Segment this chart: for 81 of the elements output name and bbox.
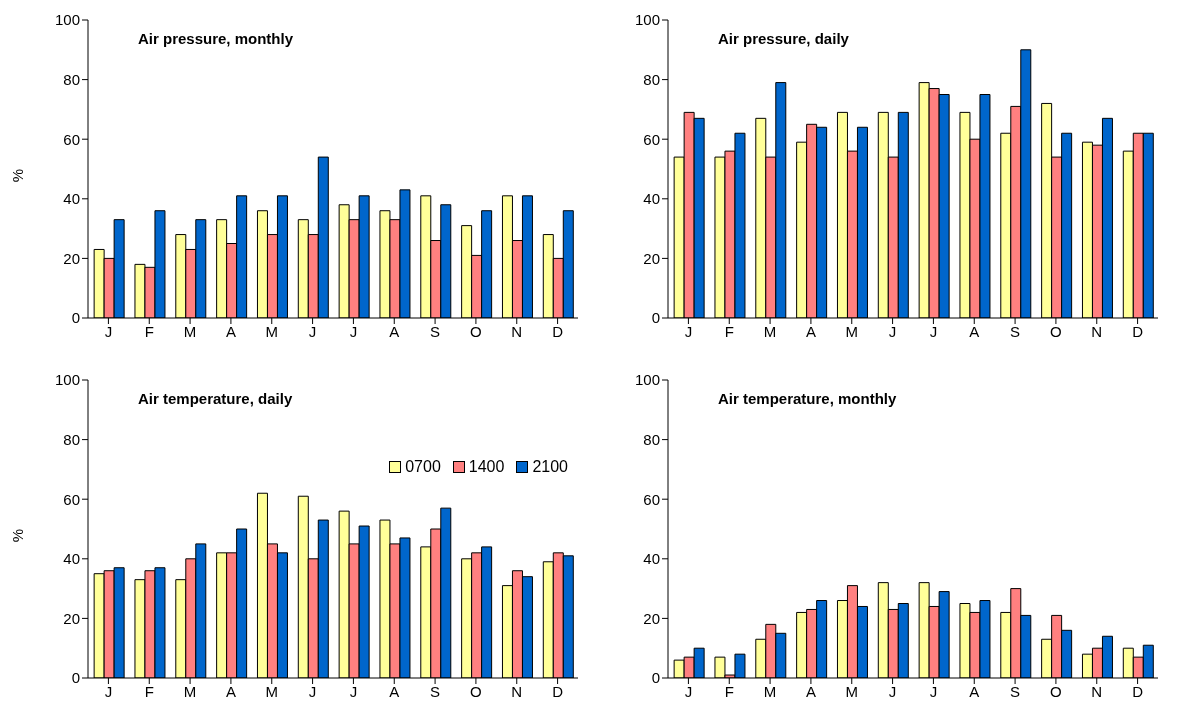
y-tick-label: 20 [643, 609, 660, 627]
x-tick-label: J [349, 682, 358, 700]
y-tick-label: 80 [643, 430, 660, 448]
x-tick-label: N [511, 322, 523, 340]
y-tick-label: 60 [643, 130, 660, 148]
y-tick-label: 100 [54, 371, 80, 389]
legend-label: 2100 [532, 458, 568, 476]
x-tick-label: O [470, 322, 482, 340]
x-tick-label: J [929, 682, 938, 700]
x-tick-label: D [552, 322, 564, 340]
x-tick-label: D [1132, 322, 1144, 340]
y-tick-label: 0 [651, 669, 660, 687]
x-tick-label: J [308, 322, 317, 340]
x-tick-label: M [763, 682, 777, 700]
x-tick-label: S [1010, 322, 1021, 340]
x-tick-label: J [684, 682, 693, 700]
y-tick-label: 40 [643, 550, 660, 568]
x-tick-label: M [183, 682, 197, 700]
y-tick-label: 20 [63, 249, 80, 267]
text: Air temperature, daily [138, 390, 293, 407]
y-tick-label: 80 [63, 430, 80, 448]
text: Air pressure, daily [718, 30, 849, 47]
x-tick-label: N [511, 682, 523, 700]
y-tick-label: 80 [643, 70, 660, 88]
y-tick-label: 100 [54, 11, 80, 29]
x-tick-label: M [183, 322, 197, 340]
y-tick-label: 40 [63, 190, 80, 208]
legend-label: 1400 [468, 458, 505, 476]
x-tick-label: J [684, 322, 693, 340]
x-tick-label: A [225, 682, 236, 700]
x-tick-label: D [552, 682, 564, 700]
x-tick-label: M [763, 322, 777, 340]
x-tick-label: M [265, 682, 278, 700]
x-tick-label: J [349, 322, 358, 340]
y-axis-title: % [9, 169, 27, 183]
y-tick-label: 60 [63, 130, 80, 148]
x-tick-label: O [470, 682, 482, 700]
y-tick-label: 60 [63, 490, 80, 508]
x-tick-label: J [888, 322, 897, 340]
x-tick-label: A [389, 682, 400, 700]
y-tick-label: 40 [643, 190, 660, 208]
x-tick-label: N [1091, 322, 1103, 340]
x-tick-label: A [805, 682, 816, 700]
y-tick-label: 0 [71, 309, 80, 327]
x-tick-label: F [724, 322, 734, 340]
y-tick-label: 100 [634, 371, 660, 389]
x-tick-label: A [969, 322, 980, 340]
x-tick-label: M [265, 322, 278, 340]
x-tick-label: O [1050, 322, 1062, 340]
text: Air temperature, monthly [718, 390, 897, 407]
y-tick-label: 20 [643, 249, 660, 267]
x-tick-label: F [724, 682, 734, 700]
y-axis-title: % [9, 529, 27, 543]
x-tick-label: A [225, 322, 236, 340]
y-tick-label: 80 [63, 70, 80, 88]
x-tick-label: F [144, 682, 154, 700]
x-tick-label: D [1132, 682, 1144, 700]
x-tick-label: M [845, 682, 858, 700]
y-tick-label: 60 [643, 490, 660, 508]
y-tick-label: 0 [651, 309, 660, 327]
x-tick-label: S [1010, 682, 1021, 700]
x-tick-label: A [805, 322, 816, 340]
x-tick-label: A [969, 682, 980, 700]
legend-label: 0700 [405, 458, 441, 476]
y-tick-label: 20 [63, 609, 80, 627]
x-tick-label: J [104, 682, 113, 700]
x-tick-label: A [389, 322, 400, 340]
y-tick-label: 40 [63, 550, 80, 568]
x-tick-label: J [888, 682, 897, 700]
x-tick-label: M [845, 322, 858, 340]
text: Air pressure, monthly [138, 30, 294, 47]
x-tick-label: S [430, 682, 441, 700]
x-tick-label: O [1050, 682, 1062, 700]
x-tick-label: F [144, 322, 154, 340]
x-tick-label: J [929, 322, 938, 340]
x-tick-label: J [308, 682, 317, 700]
y-tick-label: 0 [71, 669, 80, 687]
x-tick-label: N [1091, 682, 1103, 700]
x-tick-label: S [430, 322, 441, 340]
y-tick-label: 100 [634, 11, 660, 29]
x-tick-label: J [104, 322, 113, 340]
